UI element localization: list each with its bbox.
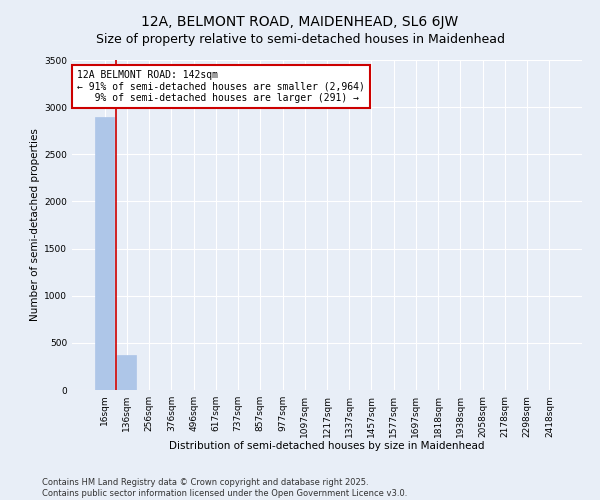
- Text: Size of property relative to semi-detached houses in Maidenhead: Size of property relative to semi-detach…: [95, 32, 505, 46]
- Text: Contains HM Land Registry data © Crown copyright and database right 2025.
Contai: Contains HM Land Registry data © Crown c…: [42, 478, 407, 498]
- Text: 12A BELMONT ROAD: 142sqm
← 91% of semi-detached houses are smaller (2,964)
   9%: 12A BELMONT ROAD: 142sqm ← 91% of semi-d…: [77, 70, 365, 103]
- X-axis label: Distribution of semi-detached houses by size in Maidenhead: Distribution of semi-detached houses by …: [169, 441, 485, 451]
- Bar: [95, 116, 114, 390]
- Y-axis label: Number of semi-detached properties: Number of semi-detached properties: [30, 128, 40, 322]
- Bar: [118, 355, 136, 390]
- Text: 12A, BELMONT ROAD, MAIDENHEAD, SL6 6JW: 12A, BELMONT ROAD, MAIDENHEAD, SL6 6JW: [142, 15, 458, 29]
